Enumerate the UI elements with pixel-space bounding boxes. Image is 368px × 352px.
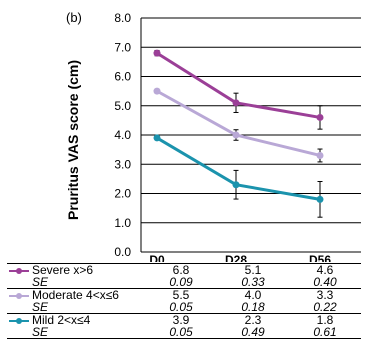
series-name: Severe x>6 xyxy=(32,263,94,277)
series xyxy=(153,87,324,163)
se-value: 0.40 xyxy=(313,275,337,289)
se-value: 0.22 xyxy=(313,300,337,314)
mean-value: 5.5 xyxy=(172,288,190,302)
y-tick-label: 7.0 xyxy=(114,40,131,54)
mean-value: 1.8 xyxy=(316,313,334,327)
value-cell: 5.1 0.33 xyxy=(217,264,289,289)
value-cell: 3.3 0.22 xyxy=(289,289,361,314)
se-value: 0.05 xyxy=(169,325,193,339)
series-name-cell: Severe x>6 SE xyxy=(7,264,145,289)
data-point xyxy=(316,151,324,159)
mean-value: 4.0 xyxy=(244,288,262,302)
legend-swatch xyxy=(9,291,29,301)
se-value: 0.61 xyxy=(313,325,337,339)
mean-value: 6.8 xyxy=(172,263,190,277)
mean-value: 4.6 xyxy=(316,263,334,277)
se-label: SE xyxy=(32,300,49,314)
data-point xyxy=(232,99,240,107)
se-label: SE xyxy=(32,325,49,339)
data-table: Severe x>6 SE 6.8 0.09 5.1 0.33 4.6 0.40 Moderat… xyxy=(7,263,361,339)
data-point xyxy=(232,131,240,139)
series-line xyxy=(156,136,321,201)
data-point xyxy=(153,134,161,142)
data-point xyxy=(316,113,324,121)
mean-value: 3.9 xyxy=(172,313,190,327)
y-tick-label: 0.0 xyxy=(114,245,131,259)
data-point xyxy=(153,49,161,57)
x-category-label: D56 xyxy=(309,253,331,262)
panel-label: (b) xyxy=(66,10,82,25)
y-tick-label: 8.0 xyxy=(114,11,131,25)
x-category-label: D28 xyxy=(225,253,247,262)
x-category-label: D0 xyxy=(149,253,165,262)
value-cell: 4.6 0.40 xyxy=(289,264,361,289)
se-value: 0.18 xyxy=(241,300,265,314)
table-row: Mild 2<x≤4 SE 3.9 0.05 2.3 0.49 1.8 0.61 xyxy=(7,313,361,339)
mean-value: 5.1 xyxy=(244,263,262,277)
value-cell: 1.8 0.61 xyxy=(289,314,361,339)
y-tick-label: 5.0 xyxy=(114,99,131,113)
table-row: Severe x>6 SE 6.8 0.09 5.1 0.33 4.6 0.40 xyxy=(7,263,361,289)
mean-value: 2.3 xyxy=(244,313,262,327)
series-name-cell: Moderate 4<x≤6 SE xyxy=(7,289,145,314)
series-name-cell: Mild 2<x≤4 SE xyxy=(7,314,145,339)
value-cell: 6.8 0.09 xyxy=(145,264,217,289)
se-value: 0.49 xyxy=(241,325,265,339)
data-point xyxy=(153,87,161,95)
series-line xyxy=(156,51,321,119)
y-tick-label: 3.0 xyxy=(114,157,131,171)
series-name: Moderate 4<x≤6 xyxy=(32,288,119,302)
value-cell: 2.3 0.49 xyxy=(217,314,289,339)
se-value: 0.05 xyxy=(169,300,193,314)
legend-swatch xyxy=(9,266,29,276)
data-point xyxy=(316,195,324,203)
series-name: Mild 2<x≤4 xyxy=(32,313,91,327)
value-cell: 5.5 0.05 xyxy=(145,289,217,314)
line-chart: (b) Pruritus VAS score (cm) 0.0 1.0 2.0 3.0… xyxy=(65,10,361,262)
y-axis-label: Pruritus VAS score (cm) xyxy=(65,60,81,220)
mean-value: 3.3 xyxy=(316,288,334,302)
value-cell: 4.0 0.18 xyxy=(217,289,289,314)
se-value: 0.09 xyxy=(169,275,193,289)
y-tick-label: 4.0 xyxy=(114,128,131,142)
se-label: SE xyxy=(32,275,49,289)
table-row: Moderate 4<x≤6 SE 5.5 0.05 4.0 0.18 3.3 0.22 xyxy=(7,288,361,314)
y-tick-label: 2.0 xyxy=(114,187,131,201)
y-tick-label: 1.0 xyxy=(114,216,131,230)
series xyxy=(153,134,324,218)
series xyxy=(153,49,324,130)
value-cell: 3.9 0.05 xyxy=(145,314,217,339)
se-value: 0.33 xyxy=(241,275,265,289)
y-tick-label: 6.0 xyxy=(114,70,131,84)
legend-swatch xyxy=(9,316,29,326)
data-point xyxy=(232,181,240,189)
